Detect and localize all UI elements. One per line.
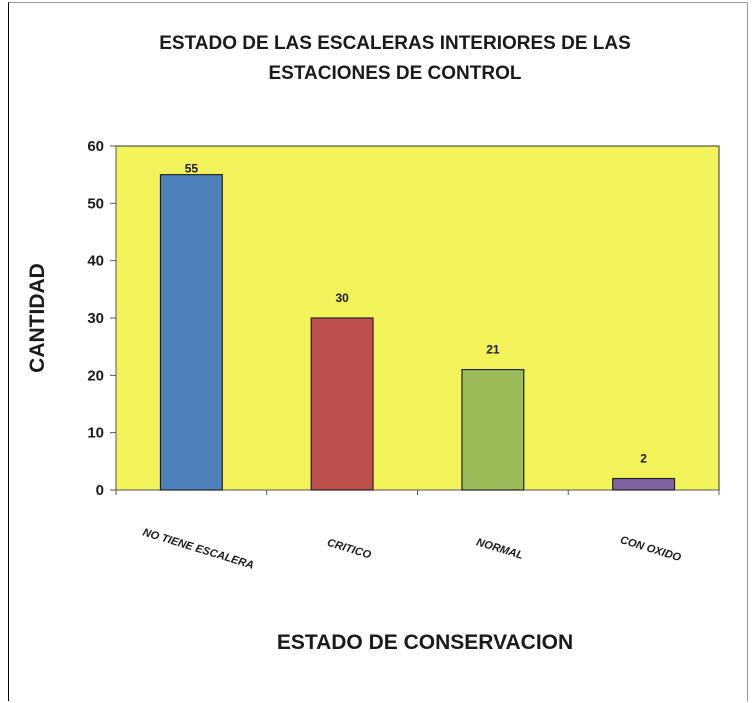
data-label-3: 2 xyxy=(640,452,647,466)
category-labels: NO TIENE ESCALERA CRITICO NORMAL CON OXIDO xyxy=(141,527,683,572)
data-label-2: 21 xyxy=(486,343,500,357)
y-tick-label: 60 xyxy=(87,138,104,155)
y-tick-label: 10 xyxy=(87,425,104,442)
bar-3 xyxy=(612,477,676,491)
bar-2 xyxy=(461,369,525,491)
data-label-0: 55 xyxy=(185,162,199,176)
x-axis-title: ESTADO DE CONSERVACION xyxy=(277,631,573,654)
data-label-1: 30 xyxy=(335,291,349,305)
bar-1 xyxy=(310,317,374,491)
category-label-0: NO TIENE ESCALERA xyxy=(141,527,255,572)
y-axis-title: CANTIDAD xyxy=(26,263,49,373)
chart-title-line-2: ESTACIONES DE CONTROL xyxy=(269,63,522,84)
chart-frame xyxy=(8,2,748,701)
bars: 55 30 21 2 xyxy=(159,162,676,491)
category-label-3: CON OXIDO xyxy=(619,534,683,564)
y-tick-label: 30 xyxy=(87,310,104,327)
bar-0 xyxy=(159,174,223,491)
category-label-2: NORMAL xyxy=(475,536,525,562)
chart-title-line-1: ESTADO DE LAS ESCALERAS INTERIORES DE LA… xyxy=(159,33,631,54)
category-label-1: CRITICO xyxy=(326,537,373,562)
y-tick-label: 50 xyxy=(87,195,104,212)
y-tick-label: 20 xyxy=(87,367,104,384)
y-tick-label: 40 xyxy=(87,253,104,270)
y-tick-label: 0 xyxy=(96,482,104,499)
